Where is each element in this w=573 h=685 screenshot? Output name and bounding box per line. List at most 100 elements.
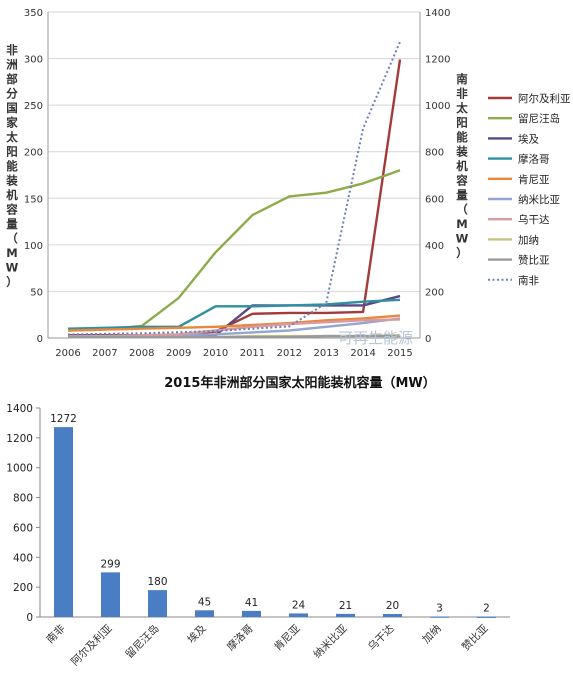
bar-chart-axes: 0 200 400 600 800 1000 1200 1400 [6,403,510,624]
x-tick-label: 2015 [387,348,412,359]
bar [148,590,167,617]
bar-category-label: 赞比亚 [459,622,491,654]
bar [289,613,308,617]
x-tick-label: 2006 [55,348,80,359]
y-tick-label-right: 600 [425,194,444,205]
bar-value-label: 1272 [50,413,77,425]
bar [336,613,355,617]
axis-label-char: 太 [5,130,18,144]
x-tick-label: 2007 [92,348,117,359]
bar-category-label: 阿尔及利亚 [68,622,115,669]
bar-y-tick-label: 400 [13,552,33,564]
x-tick-label: 2010 [203,348,228,359]
axis-label-char: 容 [455,174,468,188]
bar-y-tick-label: 1400 [6,403,33,415]
axis-label-char: 装 [5,174,18,188]
axis-label-char: W [6,261,19,275]
watermark-text: 可再生能源 [338,329,413,347]
legend-label: 留尼汪岛 [518,112,560,125]
axis-label-char: 量 [456,188,468,202]
series-line-摩洛哥 [67,298,401,330]
bar-category-label: 纳米比亚 [311,622,350,661]
axis-label-char: M [6,246,17,260]
line-chart: 0 50 100 150 200 250 300 350 0 200 400 600 800 1000 12… [5,8,571,359]
line-chart-grid [48,11,420,339]
axis-label-char: （ [6,232,18,246]
x-tick-label: 2013 [313,348,338,359]
bar-value-label: 45 [198,596,211,608]
axis-label-char: 家 [6,116,18,130]
bar-value-label: 24 [292,599,306,611]
y-tick-label-left: 300 [24,55,43,66]
legend-label: 南非 [518,274,539,287]
axis-label-char: 南 [456,72,468,86]
bar-y-tick-label: 800 [13,493,33,505]
bar-category-label: 南非 [44,622,68,646]
axis-label-char: 机 [6,188,18,202]
bar-y-tick-label: 1200 [6,433,33,445]
axis-label-char: （ [456,203,468,217]
bar-chart-bars: 1272 南非 299 阿尔及利亚 180 留尼汪岛 45 埃及 41 摩洛哥 24 肯尼亚 21 纳米比… [44,413,496,668]
series-line-肯尼亚 [67,314,401,332]
axis-label-char: 太 [455,101,468,115]
legend-label: 乌干达 [518,213,550,226]
y-tick-label-left: 200 [24,148,43,159]
axis-label-char: 国 [6,101,18,115]
bar-value-label: 20 [386,600,399,612]
bar [195,610,214,617]
axis-label-char: 分 [6,87,18,101]
y-tick-label-right: 1000 [425,101,450,112]
y-tick-label-right: 1200 [425,55,450,66]
axis-label-char: 非 [6,43,18,57]
axis-label-char: ） [6,275,18,289]
y-tick-label-right: 0 [425,334,431,345]
legend-label: 肯尼亚 [518,173,550,186]
x-tick-label: 2014 [350,348,375,359]
bar-y-tick-label: 1000 [6,463,33,475]
bar [101,572,120,617]
bar-value-label: 299 [100,558,120,570]
bar [242,610,261,617]
legend-label: 纳米比亚 [518,193,560,206]
x-tick-label: 2008 [129,348,154,359]
bar [477,616,496,618]
axis-label-char: 洲 [6,58,18,72]
axis-label-char: 能 [456,130,468,144]
y-tick-label-left: 350 [24,8,43,19]
line-chart-ylabel-left: 非洲部分国家太阳能装机容量（ M W） [5,43,18,289]
bar-value-label: 21 [339,600,352,612]
bar-y-tick-label: 600 [13,522,33,534]
axis-label-char: ） [456,246,468,260]
bar-value-label: 3 [436,603,443,615]
bar-value-label: 41 [245,597,258,609]
axis-label-char: W [456,232,469,246]
bar [383,614,402,617]
series-line-赞比亚 [68,334,400,339]
y-tick-label-right: 1400 [425,8,450,19]
legend-label: 加纳 [518,233,539,246]
bar-category-label: 埃及 [185,622,209,646]
bar [54,427,73,617]
y-tick-label-left: 150 [24,194,43,205]
y-tick-label-left: 100 [24,241,43,252]
legend-label: 埃及 [518,132,539,145]
axis-label-char: 非 [456,87,468,101]
x-tick-label: 2011 [240,348,265,359]
axis-label-char: 阳 [6,145,18,159]
bar-value-label: 180 [147,576,167,588]
legend-label: 赞比亚 [518,254,550,267]
bar-category-label: 乌干达 [365,622,397,654]
axis-label-char: 阳 [456,116,468,130]
bar-category-label: 肯尼亚 [271,622,303,654]
y-tick-label-right: 800 [425,148,444,159]
line-chart-ylabel-right: 南非太阳能装机容量（ M W） [455,72,468,260]
x-tick-label: 2009 [166,348,191,359]
legend-label: 摩洛哥 [518,153,550,166]
bar-value-label: 2 [483,603,490,615]
bar-chart: 2015年非洲部分国家太阳能装机容量（MW） 0 200 400 600 800 1000… [6,375,510,668]
bar [430,616,449,618]
legend-label: 阿尔及利亚 [518,92,571,105]
series-line-乌干达 [68,318,401,338]
